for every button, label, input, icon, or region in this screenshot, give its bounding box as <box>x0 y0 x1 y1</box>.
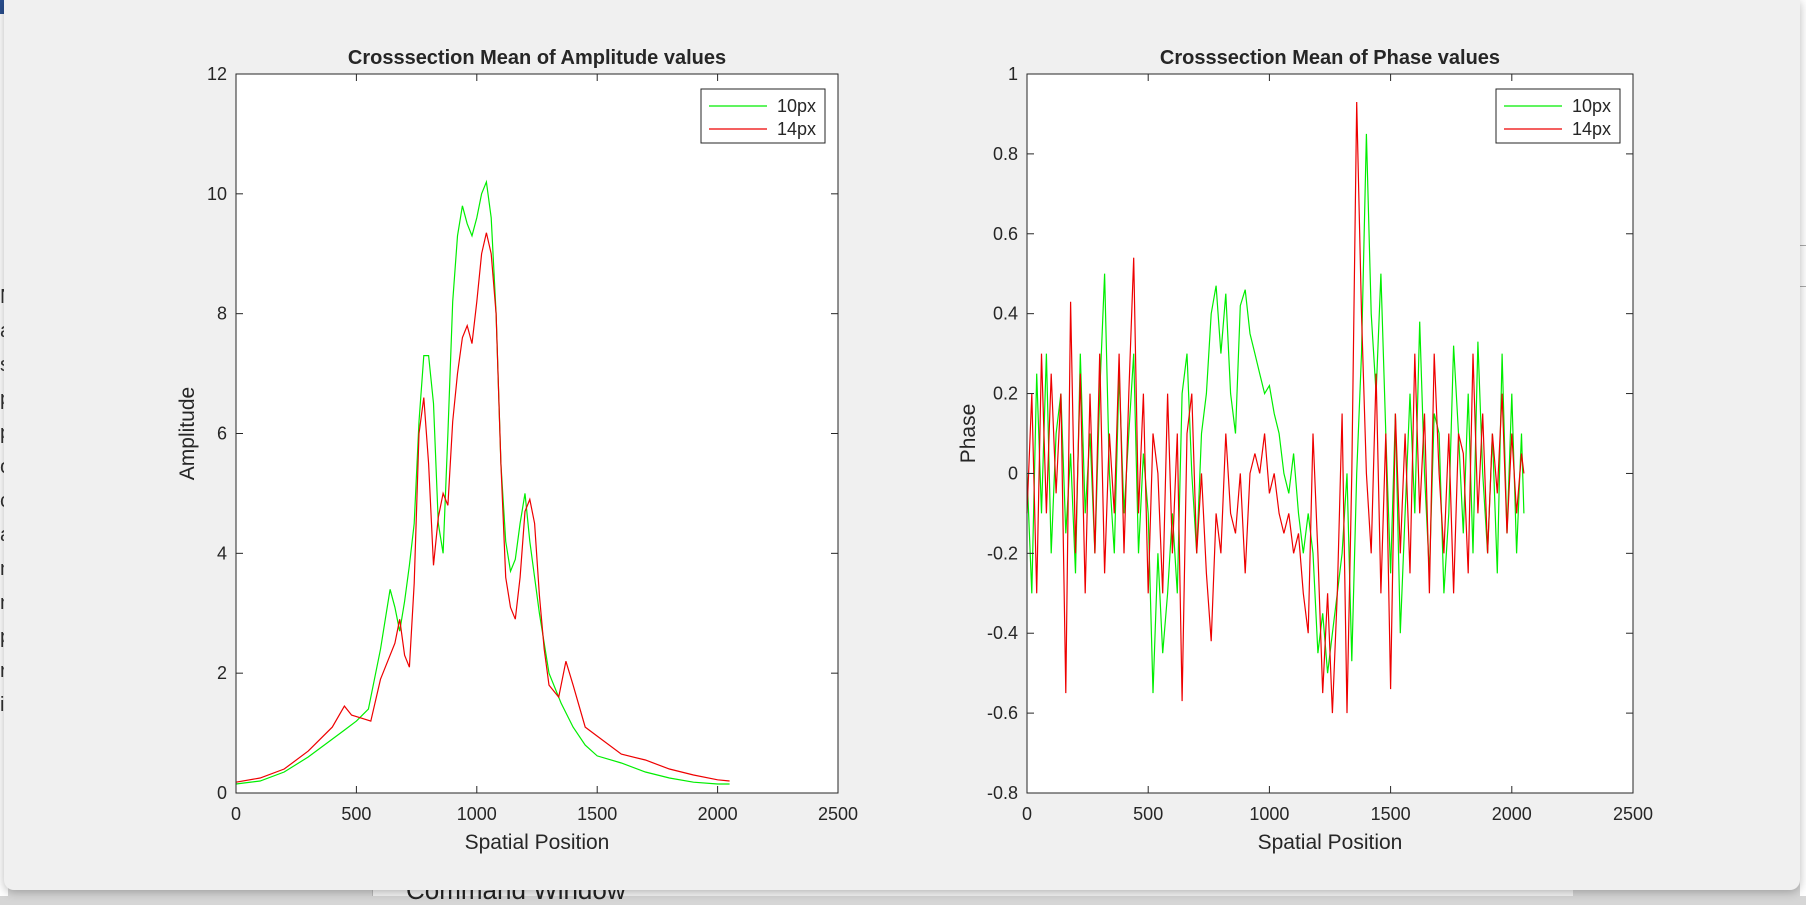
background-text-fragment: i <box>0 694 5 716</box>
background-text-fragment: r <box>0 654 8 688</box>
series-line-10px <box>1026 133 1525 694</box>
chart-title: Crosssection Mean of Amplitude values <box>348 47 726 69</box>
y-tick-label: 10 <box>207 184 227 204</box>
x-tick-label: 2000 <box>1492 804 1532 824</box>
y-tick-label: 8 <box>217 304 227 324</box>
y-tick-label: 1 <box>1008 64 1018 84</box>
x-tick-label: 2500 <box>1613 804 1653 824</box>
y-tick-label: 0.4 <box>993 304 1018 324</box>
y-tick-label: 2 <box>217 663 227 683</box>
legend-label: 14px <box>777 119 816 139</box>
legend-box <box>1495 88 1621 144</box>
x-tick-label: 0 <box>1022 804 1032 824</box>
legend-label: 10px <box>1572 96 1611 116</box>
background-window-corner <box>0 0 6 14</box>
background-command-window <box>372 888 1573 896</box>
y-tick-label: 0.2 <box>993 384 1018 404</box>
x-axis-label: Spatial Position <box>1258 831 1403 854</box>
y-tick-label: 0.6 <box>993 224 1018 244</box>
x-tick-label: 1500 <box>577 804 617 824</box>
x-tick-label: 500 <box>1133 804 1163 824</box>
y-tick-label: 4 <box>217 543 227 563</box>
y-tick-label: 0 <box>217 783 227 803</box>
y-axis-label: Phase <box>957 404 980 464</box>
x-tick-label: 2500 <box>818 804 858 824</box>
legend-label: 14px <box>1572 119 1611 139</box>
series-line-10px <box>235 179 730 785</box>
y-tick-label: 12 <box>207 64 227 84</box>
y-tick-label: 6 <box>217 424 227 444</box>
amplitude-plot[interactable]: 0 500 1000 1500 2000 2500 0 2 4 6 8 10 12 Crosssectio… <box>176 47 858 854</box>
y-tick-label: -0.4 <box>987 623 1018 643</box>
legend[interactable]: 10px 14px <box>1495 88 1621 144</box>
x-tick-label: 1000 <box>457 804 497 824</box>
series-line-14px <box>235 232 730 783</box>
background-app-right-edge <box>1800 0 1806 896</box>
background-divider <box>1800 245 1806 287</box>
x-tick-label: 1000 <box>1249 804 1289 824</box>
figure-window: 0 500 1000 1500 2000 2500 0 2 4 6 8 10 12 Crosssectio… <box>4 0 1800 890</box>
y-tick-label: -0.2 <box>987 543 1018 563</box>
x-tick-label: 500 <box>341 804 371 824</box>
legend-label: 10px <box>777 96 816 116</box>
legend-box <box>700 88 826 144</box>
y-tick-label: -0.8 <box>987 783 1018 803</box>
x-tick-label: 0 <box>231 804 241 824</box>
figure-canvas: 0 500 1000 1500 2000 2500024681012Crosssectio… <box>176 47 1653 854</box>
y-tick-label: -0.6 <box>987 703 1018 723</box>
chart-title: Crosssection Mean of Phase values <box>1160 47 1500 69</box>
series-line-14px <box>1026 101 1525 714</box>
axes-background <box>236 74 838 793</box>
x-tick-label: 2000 <box>698 804 738 824</box>
legend[interactable]: 10px 14px <box>700 88 826 144</box>
y-tick-label: 0 <box>1008 463 1018 483</box>
x-axis-label: Spatial Position <box>465 831 610 854</box>
x-tick-label: 1500 <box>1371 804 1411 824</box>
axes-box <box>1026 73 1634 794</box>
phase-plot[interactable]: 0 500 1000 1500 2000 2500 -0.8 -0.6 -0.4 -0.2 0 0.2… <box>957 47 1653 854</box>
y-tick-label: 0.8 <box>993 144 1018 164</box>
y-axis-label: Amplitude <box>176 387 199 480</box>
